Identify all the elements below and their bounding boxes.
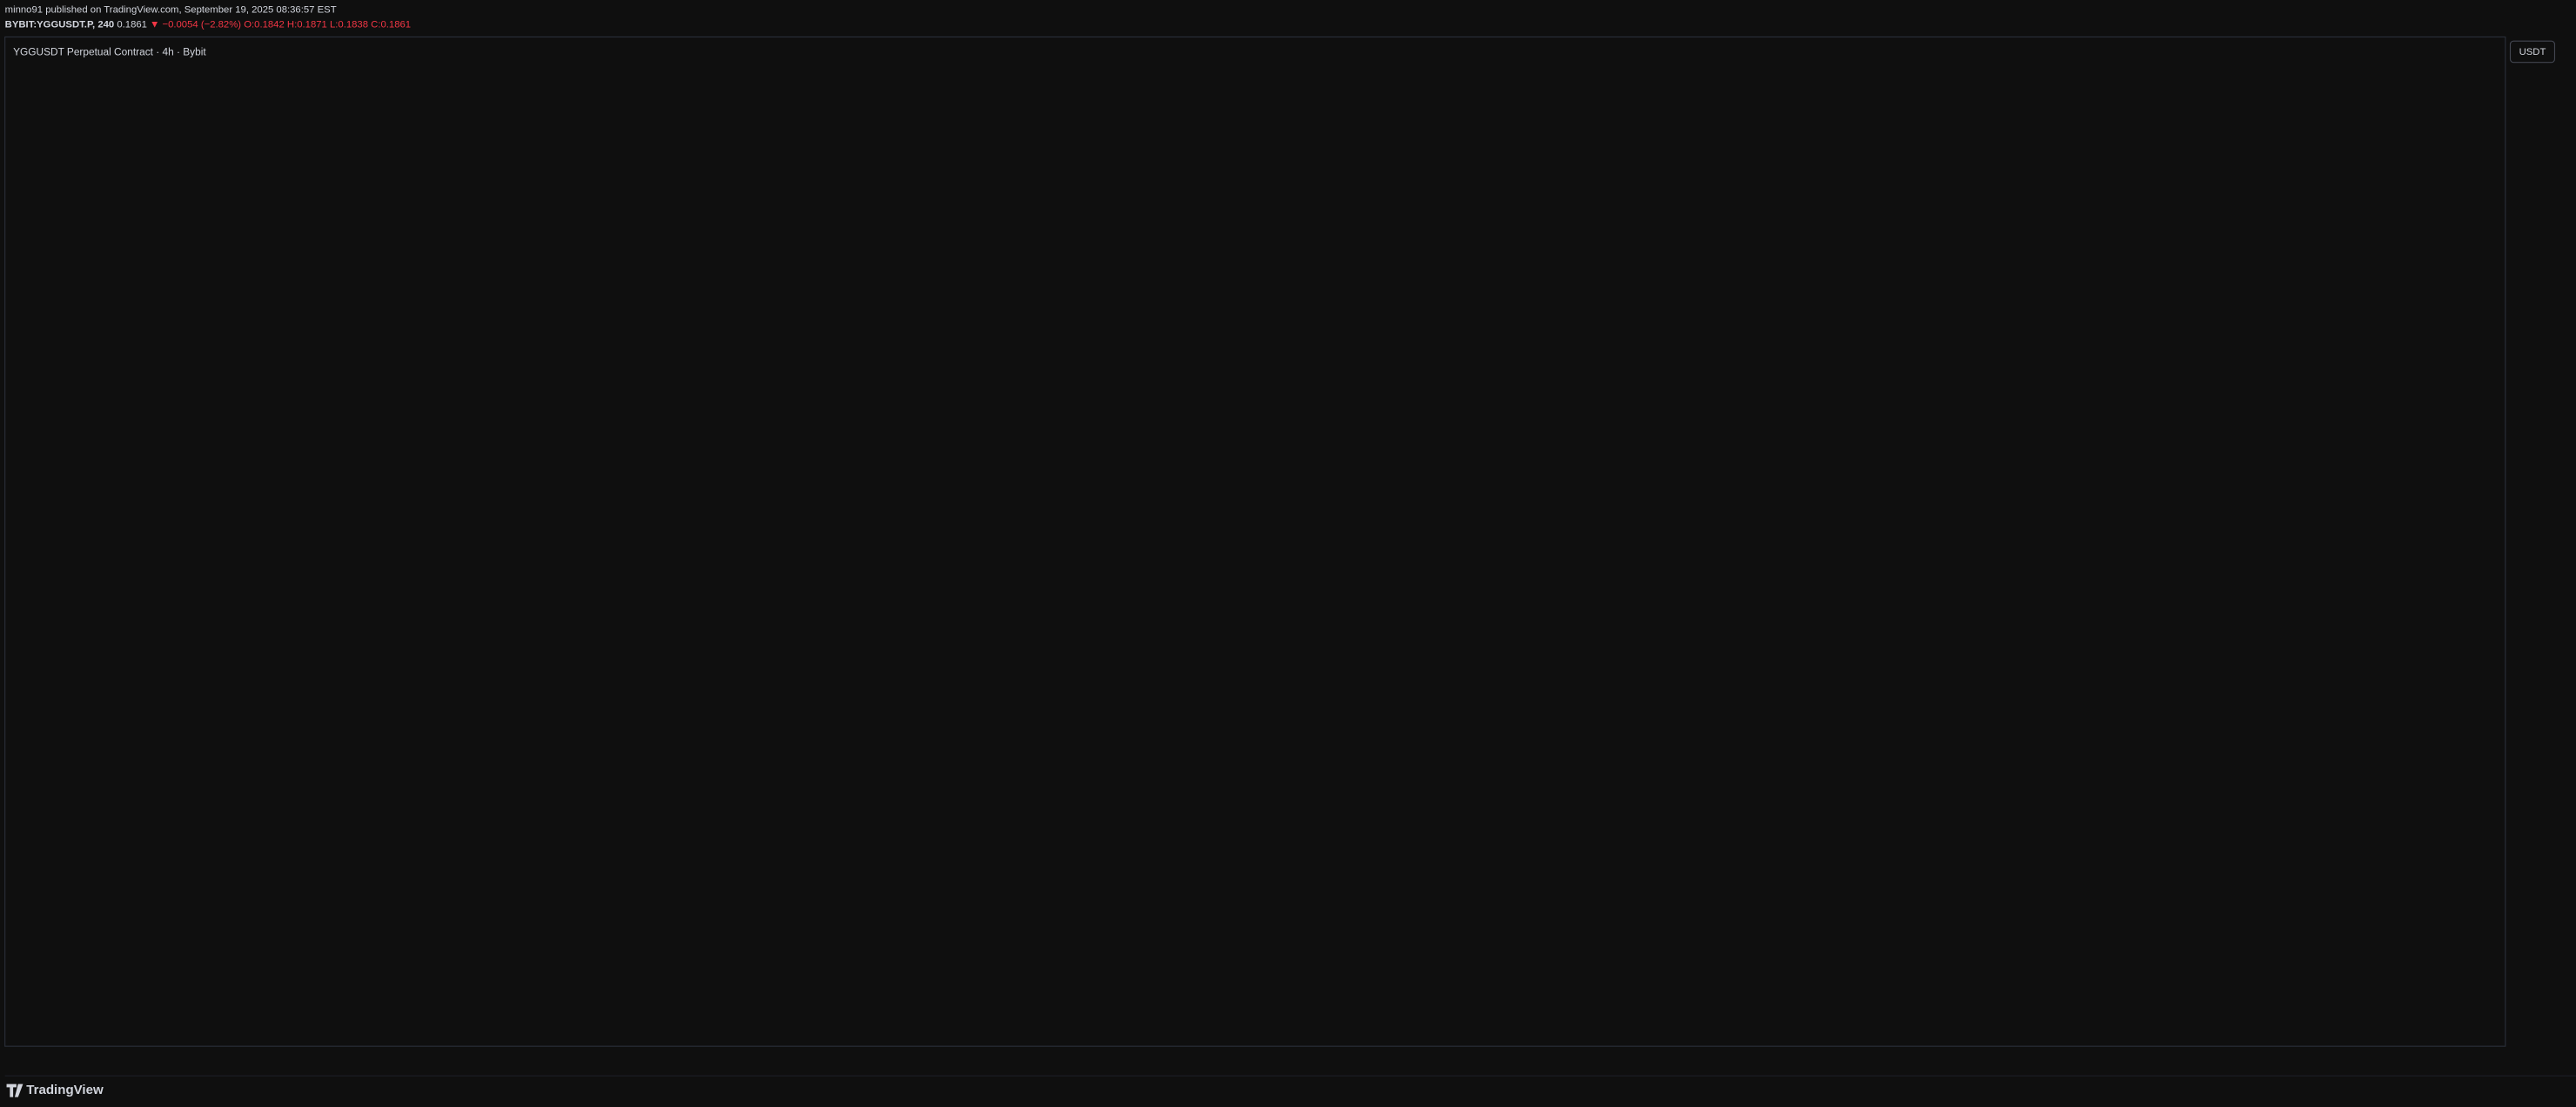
chart-title: YGGUSDT Perpetual Contract · 4h · Bybit bbox=[13, 46, 206, 58]
currency: USDT bbox=[2519, 47, 2546, 57]
symbol-line: BYBIT:YGGUSDT.P, 240 0.1861 ▼ −0.0054 (−… bbox=[5, 19, 411, 30]
brand: TradingView bbox=[26, 1083, 104, 1097]
logo-icon bbox=[6, 1084, 23, 1097]
currency-button[interactable] bbox=[2509, 40, 2556, 64]
plot-frame bbox=[4, 36, 2506, 1047]
ohlc: O:0.1842 H:0.1871 L:0.1838 C:0.1861 bbox=[244, 19, 411, 30]
symbol: BYBIT:YGGUSDT.P, 240 bbox=[5, 19, 115, 30]
last-price: 0.1861 bbox=[117, 19, 147, 30]
publish-info: minno91 published on TradingView.com, Se… bbox=[5, 4, 337, 15]
change: ▼ −0.0054 (−2.82%) bbox=[150, 19, 241, 30]
